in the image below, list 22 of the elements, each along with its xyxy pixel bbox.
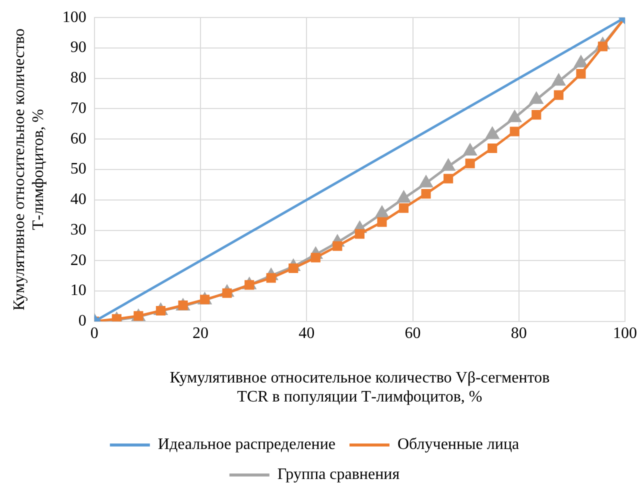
- y-tick-label: 50: [70, 160, 86, 178]
- y-tick-label: 100: [62, 8, 86, 26]
- x-tick-label: 100: [613, 325, 637, 342]
- y-tick-label: 80: [70, 70, 86, 87]
- y-tick-label: 0: [78, 312, 86, 330]
- y-tick-label: 70: [70, 100, 86, 117]
- legend-label: Облученные лица: [397, 436, 520, 454]
- y-axis-title: Кумулятивное относительное количество Т-лимфоцитов, %: [10, 28, 48, 311]
- x-tick-label: 80: [510, 325, 527, 342]
- y-tick-label: 40: [70, 191, 86, 208]
- y-tick-label: 60: [70, 130, 86, 148]
- x-tick-label: 0: [90, 325, 98, 342]
- x-tick-label: 60: [404, 325, 421, 342]
- y-tick-label: 10: [70, 282, 86, 300]
- y-tick-label: 90: [70, 39, 86, 56]
- x-axis-title: Кумулятивное относительное количество Vβ-сегментов TCR в популяции Т-лимфоцитов, %: [170, 369, 550, 406]
- x-tick-label: 40: [298, 325, 315, 342]
- y-tick-label: 30: [70, 221, 86, 238]
- y-tick-label: 20: [70, 252, 86, 269]
- legend-label: Группа сравнения: [277, 466, 400, 484]
- legend-label: Идеальное распределение: [158, 436, 336, 454]
- x-tick-label: 20: [192, 325, 209, 342]
